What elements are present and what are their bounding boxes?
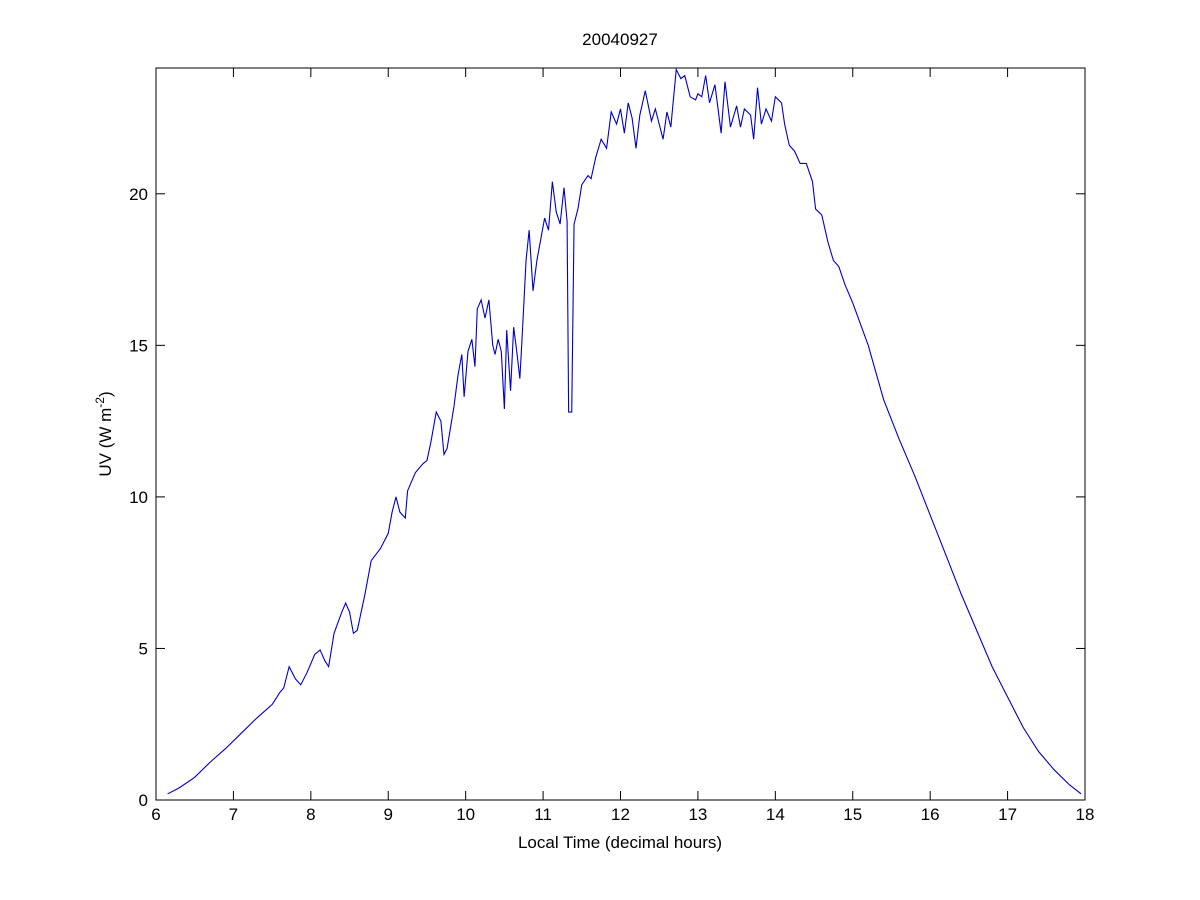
y-tick-label: 5 [139,639,148,658]
y-axis-label: UV (W m-2) [93,391,115,476]
x-tick-label: 15 [843,805,862,824]
y-tick-label: 10 [129,488,148,507]
x-tick-label: 12 [611,805,630,824]
x-tick-label: 11 [534,805,552,824]
chart-title: 20040927 [582,30,658,49]
plot-frame [155,67,1086,801]
data-line [167,67,1082,795]
x-tick-label: 9 [384,805,393,824]
x-tick-label: 7 [229,805,238,824]
x-tick-label: 6 [151,805,160,824]
y-tick-label: 15 [129,336,148,355]
y-axis-label-text: UV (W m [96,408,115,477]
x-axis-label: Local Time (decimal hours) [518,833,722,852]
x-tick-label: 17 [998,805,1017,824]
y-tick-label: 0 [139,791,148,810]
y-axis-label-suffix: ) [96,391,115,397]
x-tick-label: 13 [688,805,707,824]
x-tick-label: 18 [1076,805,1095,824]
x-tick-label: 10 [456,805,475,824]
x-tick-label: 14 [766,805,785,824]
x-tick-label: 16 [921,805,940,824]
y-axis-label-superscript: -2 [93,397,107,408]
x-tick-label: 8 [306,805,315,824]
y-tick-label: 20 [129,185,148,204]
